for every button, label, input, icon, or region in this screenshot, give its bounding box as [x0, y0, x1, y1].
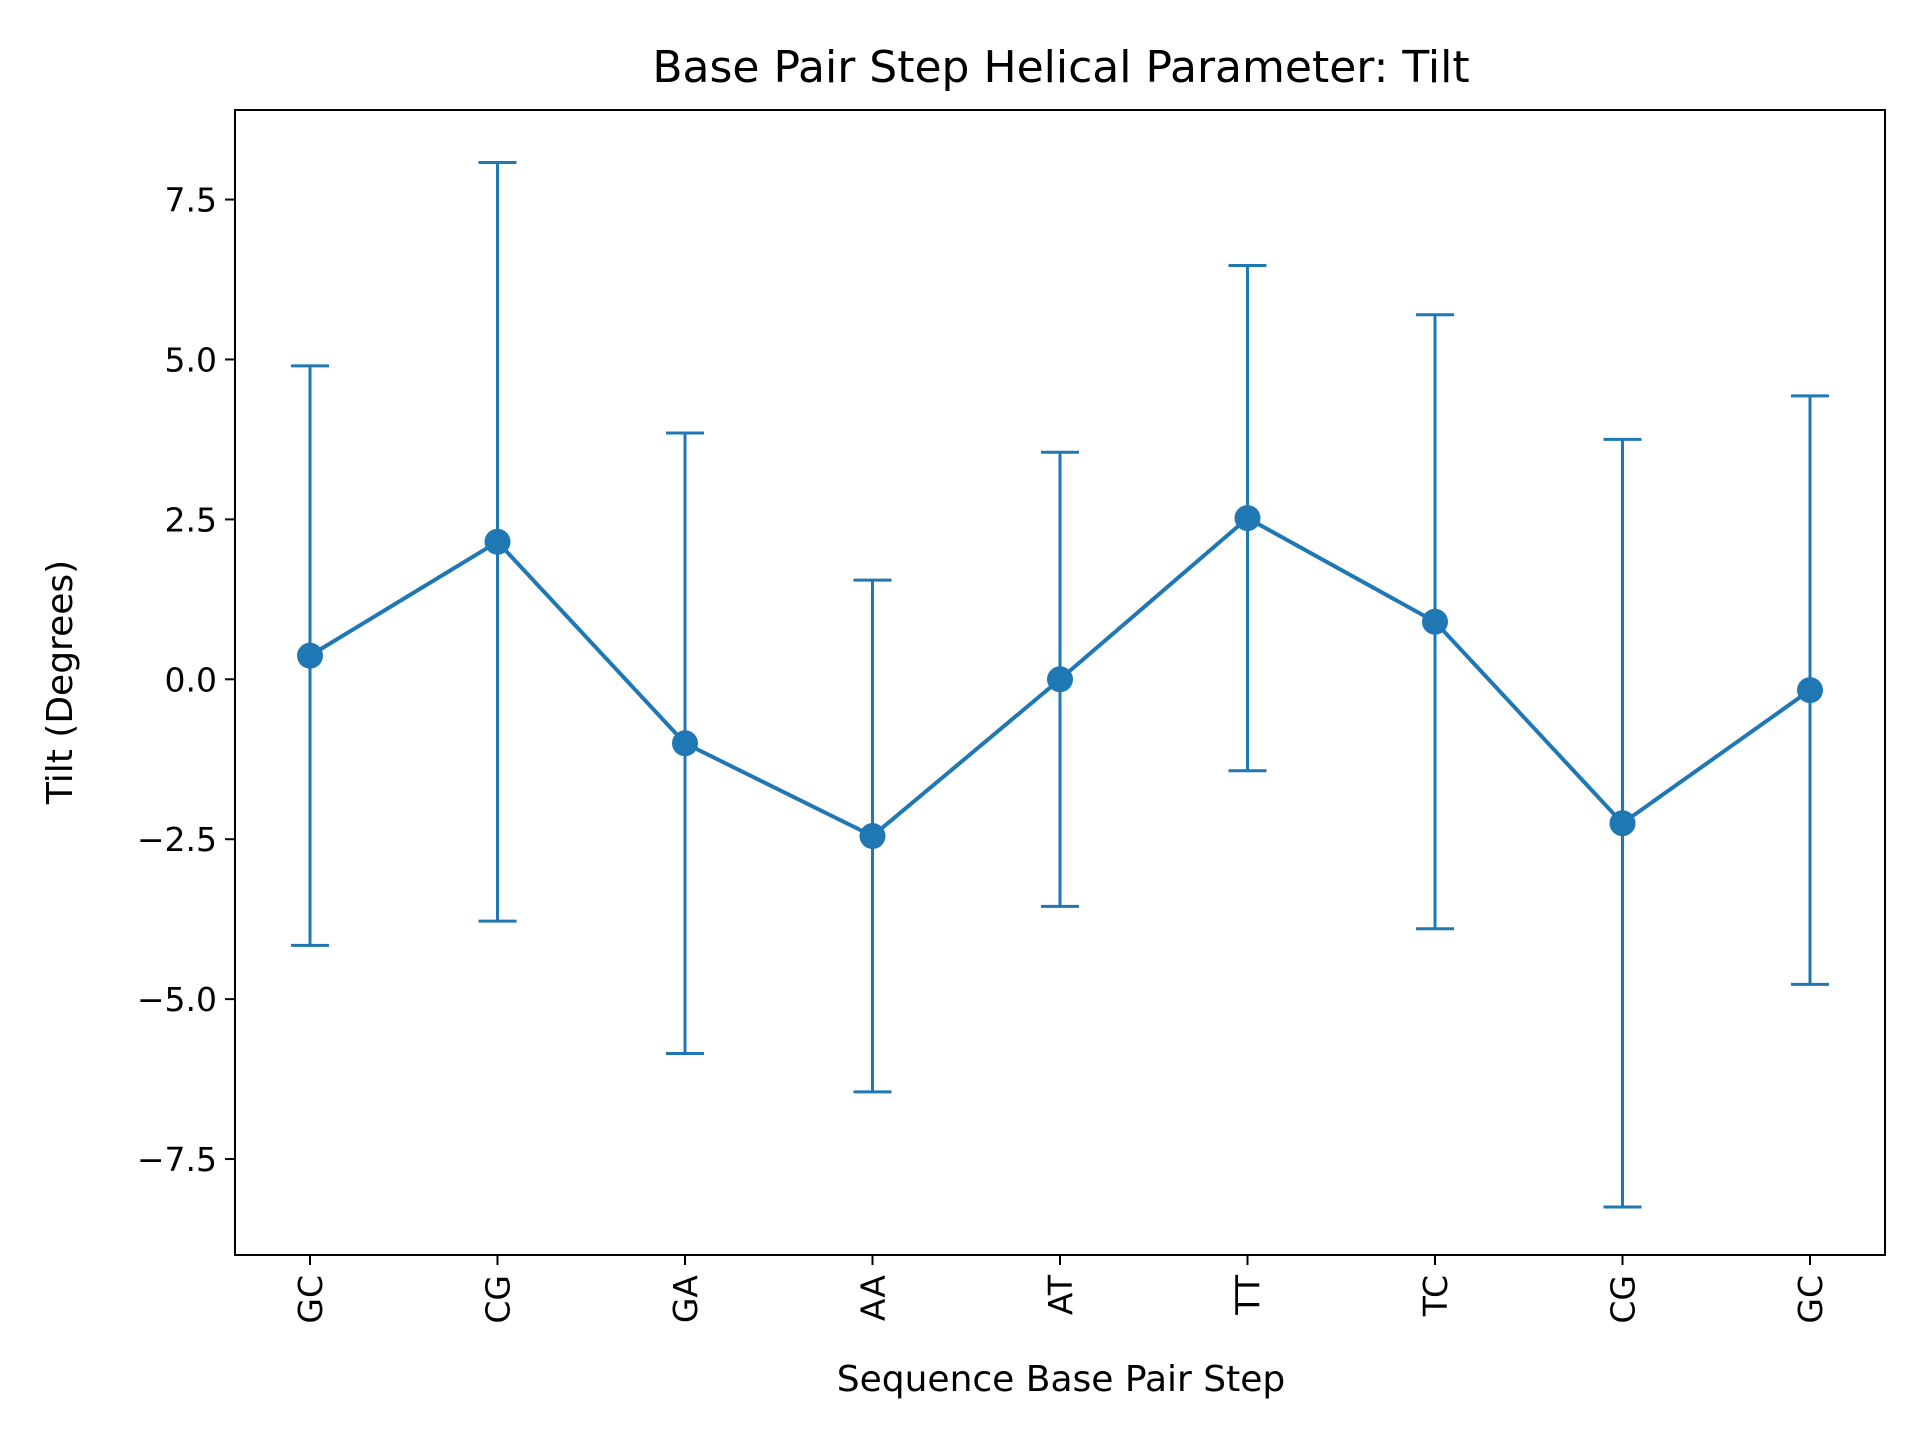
y-tick-label: −5.0	[137, 980, 217, 1019]
x-tick-label: AT	[1041, 1274, 1080, 1315]
x-tick-label: CG	[1604, 1275, 1643, 1324]
x-tick-label: TT	[1229, 1274, 1268, 1316]
data-point	[1609, 810, 1636, 837]
chart-title: Base Pair Step Helical Parameter: Tilt	[652, 42, 1469, 93]
data-point	[297, 642, 323, 669]
data-point	[859, 823, 886, 850]
x-tick-label: AA	[854, 1275, 893, 1321]
data-point	[672, 730, 698, 757]
data-point	[1234, 505, 1261, 532]
data-point	[1047, 666, 1073, 693]
x-tick-label: GA	[666, 1275, 705, 1324]
y-tick-label: −7.5	[137, 1140, 217, 1179]
x-tick-label: GC	[1791, 1275, 1830, 1324]
x-tick-label: CG	[479, 1275, 518, 1324]
x-tick-label: GC	[291, 1275, 330, 1324]
y-tick-label: 7.5	[165, 181, 217, 220]
data-point	[484, 528, 511, 555]
y-axis: −7.5 −5.0 −2.5 0.0 2.5 5.0 7.5	[137, 181, 235, 1179]
data-point	[1797, 677, 1823, 704]
x-axis-label: Sequence Base Pair Step	[837, 1359, 1286, 1400]
data-points	[297, 505, 1823, 850]
y-tick-label: 2.5	[165, 500, 217, 539]
data-point	[1422, 608, 1448, 635]
y-tick-label: 0.0	[165, 660, 217, 699]
y-axis-label: Tilt (Degrees)	[40, 560, 81, 805]
x-tick-label: TC	[1416, 1275, 1455, 1317]
y-tick-label: −2.5	[137, 820, 217, 859]
x-axis: GC CG GA AA AT TT TC CG GC	[291, 1255, 1830, 1324]
y-tick-label: 5.0	[165, 340, 217, 379]
